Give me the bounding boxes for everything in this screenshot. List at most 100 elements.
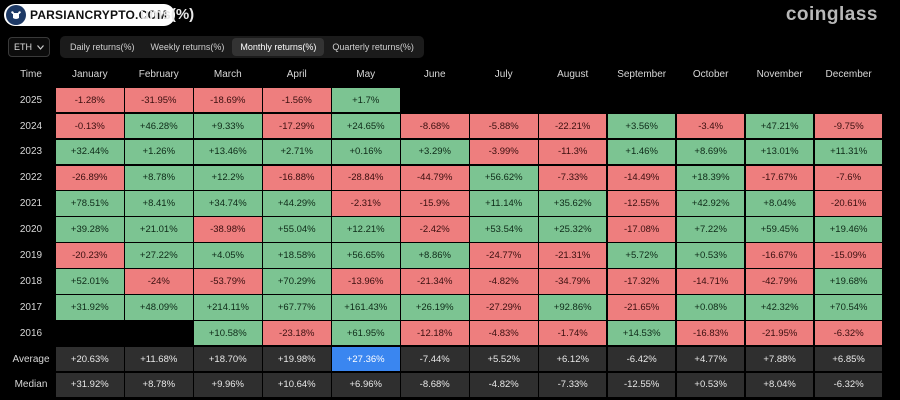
return-cell: +70.54%	[814, 295, 883, 320]
return-cell: +32.44%	[56, 139, 124, 165]
return-cell: -26.89%	[56, 165, 124, 191]
return-cell: +8.04%	[745, 191, 814, 216]
return-cell: -44.79%	[400, 165, 469, 191]
return-cell: +92.86%	[538, 295, 607, 320]
return-cell: -12.55%	[607, 191, 676, 216]
stat-cell: +7.88%	[745, 346, 814, 372]
return-cell: -24%	[124, 269, 193, 294]
return-cell: -16.88%	[262, 165, 331, 191]
return-cell: -21.65%	[607, 295, 676, 320]
return-cell: +8.86%	[400, 243, 469, 268]
return-cell: -17.67%	[745, 165, 814, 191]
return-cell: +56.62%	[469, 165, 538, 191]
return-cell: +13.01%	[745, 139, 814, 165]
year-label: 2022	[19, 172, 43, 184]
table-row: 2025 -1.28% -31.95% -18.69% -1.56% +1.7%	[8, 87, 884, 113]
return-cell: +1.7%	[331, 87, 400, 113]
return-cell	[539, 88, 607, 113]
return-cell	[677, 88, 745, 113]
stat-cell: +6.85%	[814, 346, 883, 372]
return-cell: +4.05%	[193, 243, 262, 268]
table-row: 2022 -26.89% +8.78% +12.2% -16.88% -28.84% -44…	[8, 165, 884, 191]
column-header-month: June	[423, 68, 446, 80]
return-cell: -4.82%	[469, 269, 538, 294]
return-cell: -7.33%	[538, 165, 607, 191]
year-label: 2025	[19, 94, 43, 106]
column-header-month: July	[494, 68, 513, 80]
return-cell: +34.74%	[193, 191, 262, 216]
return-cell: -1.74%	[538, 320, 607, 346]
year-label: 2017	[19, 301, 43, 313]
return-cell: +25.32%	[538, 217, 607, 242]
column-header-month: May	[356, 68, 376, 80]
stat-cell: +8.04%	[745, 372, 814, 398]
return-cell: -7.6%	[814, 165, 883, 191]
tab-weekly-returns[interactable]: Weekly returns(%)	[150, 42, 225, 52]
tab-monthly-returns[interactable]: Monthly returns(%)	[232, 38, 325, 56]
return-cell: -14.49%	[607, 165, 676, 191]
return-cell: +8.69%	[676, 139, 745, 165]
return-cell: +55.04%	[262, 217, 331, 242]
tab-quarterly-returns[interactable]: Quarterly returns(%)	[332, 42, 414, 52]
column-header-month: December	[825, 68, 872, 80]
stat-label: Average	[12, 353, 50, 365]
year-label: 2020	[19, 224, 43, 236]
stat-cell: +19.98%	[262, 346, 331, 372]
return-cell: -5.88%	[469, 113, 538, 139]
return-cell: +47.21%	[745, 113, 814, 139]
return-cell	[125, 321, 193, 346]
tab-daily-returns[interactable]: Daily returns(%)	[70, 42, 135, 52]
return-cell: -13.96%	[331, 269, 400, 294]
return-cell: -31.95%	[124, 87, 193, 113]
return-cell: +7.22%	[676, 217, 745, 242]
return-cell	[401, 88, 469, 113]
return-cell: +42.32%	[745, 295, 814, 320]
stat-cell: +6.96%	[331, 372, 400, 398]
column-header-month: October	[692, 68, 729, 80]
return-cell: -21.34%	[400, 269, 469, 294]
return-cell: -21.95%	[745, 320, 814, 346]
return-cell: -9.75%	[814, 113, 883, 139]
return-cell: +31.92%	[56, 295, 124, 320]
return-cell: +27.22%	[124, 243, 193, 268]
stat-cell: -7.33%	[538, 372, 607, 398]
table-row: 2023 +32.44% +1.26% +13.46% +2.71% +0.16% +3.2…	[8, 139, 884, 165]
return-cell: +18.39%	[676, 165, 745, 191]
return-cell: -1.56%	[262, 87, 331, 113]
return-cell	[470, 88, 538, 113]
return-cell: +1.26%	[124, 139, 193, 165]
stat-cell: +10.64%	[262, 372, 331, 398]
return-cell: +214.11%	[193, 295, 262, 320]
column-header-month: September	[617, 68, 667, 80]
column-header-month: November	[756, 68, 803, 80]
asset-selector[interactable]: ETH	[8, 37, 50, 57]
return-cell: +26.19%	[400, 295, 469, 320]
column-header-time: Time	[20, 68, 42, 80]
year-label: 2016	[19, 327, 43, 339]
stat-row: Average +20.63% +11.68% +18.70% +19.98% +27.3…	[8, 346, 884, 372]
return-cell: +52.01%	[56, 269, 124, 294]
return-cell: -38.98%	[193, 217, 262, 242]
return-cell: +11.31%	[814, 139, 883, 165]
return-cell: -0.13%	[56, 113, 124, 139]
return-cell: -17.29%	[262, 113, 331, 139]
return-cell: +44.29%	[262, 191, 331, 216]
return-cell: +39.28%	[56, 217, 124, 242]
return-cell: +8.78%	[124, 165, 193, 191]
year-label: 2019	[19, 249, 43, 261]
return-cell: +10.58%	[193, 320, 262, 346]
return-cell: -3.99%	[469, 139, 538, 165]
return-cell: +35.62%	[538, 191, 607, 216]
return-cell: -3.4%	[676, 113, 745, 139]
return-cell: +78.51%	[56, 191, 124, 216]
return-cell: +24.65%	[331, 113, 400, 139]
return-cell: +1.46%	[607, 139, 676, 165]
chevron-down-icon	[37, 42, 44, 52]
return-cell: +11.14%	[469, 191, 538, 216]
return-cell	[608, 88, 676, 113]
stat-cell: -6.42%	[607, 346, 676, 372]
return-cell: +56.65%	[331, 243, 400, 268]
return-cell: +0.08%	[676, 295, 745, 320]
column-header-month: August	[557, 68, 589, 80]
return-cell: -18.69%	[193, 87, 262, 113]
